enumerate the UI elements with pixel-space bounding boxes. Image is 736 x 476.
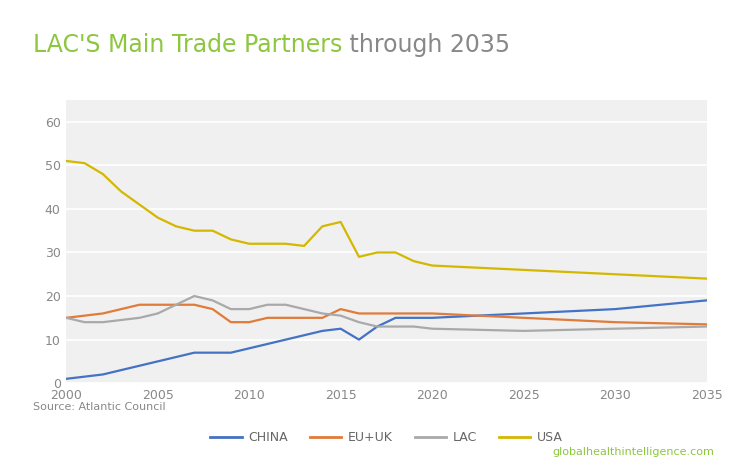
Text: Source: Atlantic Council: Source: Atlantic Council: [33, 402, 166, 412]
Legend: CHINA, EU+UK, LAC, USA: CHINA, EU+UK, LAC, USA: [205, 426, 567, 449]
Text: globalhealthintelligence.com: globalhealthintelligence.com: [552, 447, 714, 457]
Text: LAC'S Main Trade Partners: LAC'S Main Trade Partners: [33, 33, 342, 57]
Text: through 2035: through 2035: [342, 33, 511, 57]
